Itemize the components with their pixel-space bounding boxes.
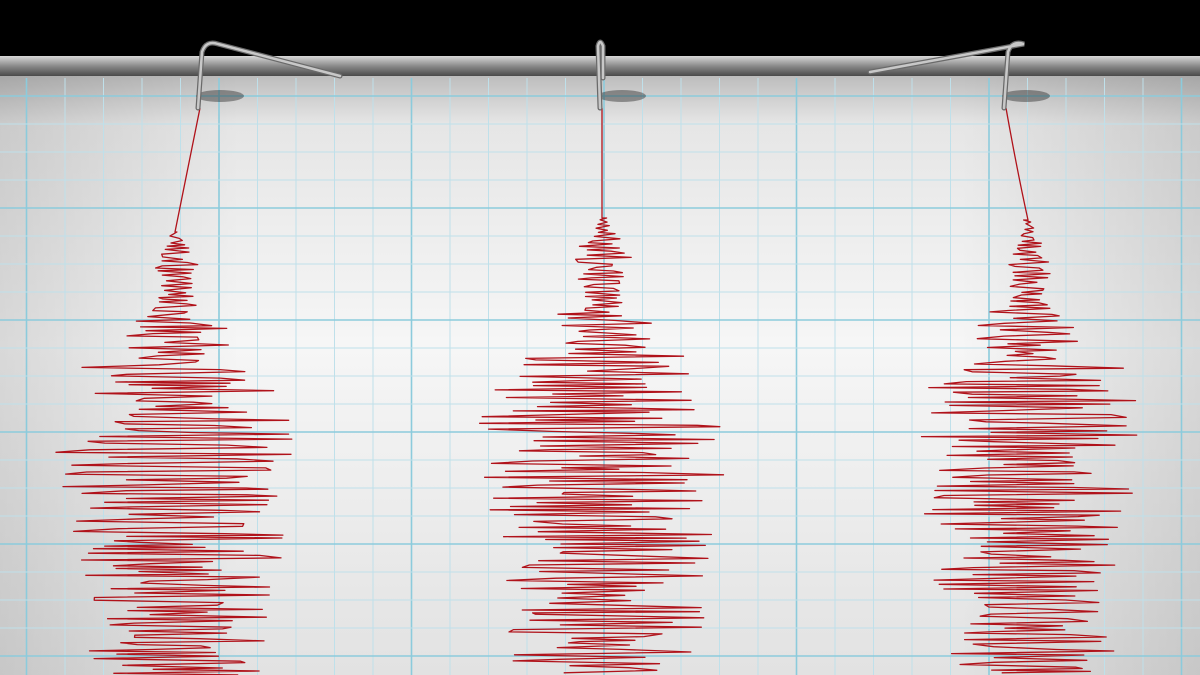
needle-arm-highlight [196, 41, 342, 110]
needle-arm-highlight [868, 41, 1025, 110]
seismic-trace [920, 107, 1138, 674]
needles [195, 39, 1050, 111]
needle-arm-highlight [596, 40, 605, 110]
needle-shadow [598, 90, 646, 102]
needle-shadow [196, 90, 244, 102]
seismic-trace [55, 107, 293, 675]
seismic-traces [55, 107, 1138, 675]
needle-shadow [1002, 90, 1050, 102]
seismic-trace [478, 107, 725, 674]
